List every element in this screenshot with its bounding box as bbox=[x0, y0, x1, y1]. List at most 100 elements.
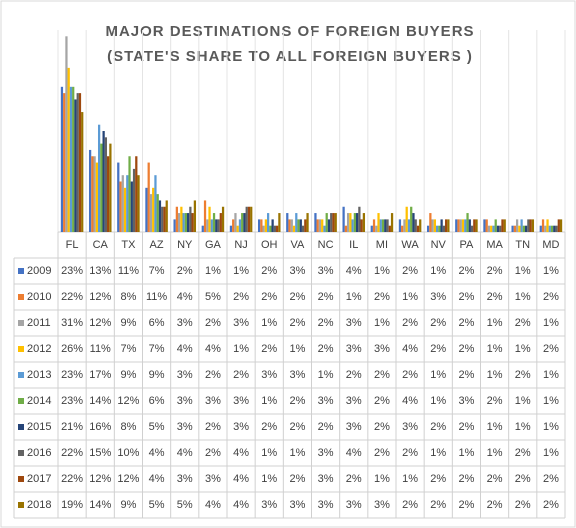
table-cell: 14% bbox=[89, 499, 111, 511]
table-cell: 22% bbox=[61, 473, 83, 485]
bar bbox=[390, 213, 394, 232]
bar bbox=[260, 219, 263, 232]
bar bbox=[182, 213, 185, 232]
bar bbox=[349, 213, 352, 232]
bar bbox=[232, 219, 235, 232]
bar bbox=[271, 219, 274, 232]
bar bbox=[177, 213, 181, 232]
table-cell: 3% bbox=[346, 499, 362, 511]
bar bbox=[327, 219, 331, 232]
table-cell: 23% bbox=[61, 369, 83, 381]
table-cell: 3% bbox=[289, 499, 305, 511]
bar bbox=[221, 206, 225, 232]
bar bbox=[152, 187, 155, 232]
bar bbox=[130, 181, 133, 232]
x-tick-label: VA bbox=[290, 239, 305, 251]
table-cell: 2% bbox=[487, 473, 503, 485]
legend-key bbox=[18, 502, 24, 508]
table-cell: 3% bbox=[318, 499, 334, 511]
legend-label: 2016 bbox=[27, 447, 51, 459]
table-cell: 22% bbox=[61, 447, 83, 459]
table-cell: 3% bbox=[205, 395, 221, 407]
bar bbox=[187, 213, 190, 232]
table-cell: 2% bbox=[374, 421, 390, 433]
bar bbox=[295, 213, 298, 232]
table-cell: 2% bbox=[177, 265, 193, 277]
table-cell: 2% bbox=[318, 343, 334, 355]
legend-label: 2013 bbox=[27, 369, 51, 381]
table-cell: 3% bbox=[346, 317, 362, 329]
bar bbox=[208, 206, 211, 232]
bar bbox=[525, 225, 528, 232]
bar bbox=[466, 213, 469, 232]
bar bbox=[107, 156, 110, 232]
bar bbox=[76, 93, 79, 232]
table-cell: 2% bbox=[430, 343, 446, 355]
table-cell: 6% bbox=[149, 395, 165, 407]
bar bbox=[455, 219, 458, 232]
bar bbox=[60, 86, 64, 232]
table-cell: 3% bbox=[374, 499, 390, 511]
table-cell: 12% bbox=[117, 473, 139, 485]
bar bbox=[241, 213, 244, 232]
table-cell: 3% bbox=[374, 343, 390, 355]
table-cell: 10% bbox=[117, 447, 139, 459]
table-cell: 2% bbox=[458, 499, 474, 511]
table-cell: 4% bbox=[233, 499, 249, 511]
table-cell: 2% bbox=[515, 317, 531, 329]
x-tick-label: IL bbox=[349, 239, 358, 251]
x-tick-label: CA bbox=[93, 239, 109, 251]
bar bbox=[180, 206, 183, 232]
table-cell: 2% bbox=[543, 473, 559, 485]
bar bbox=[175, 206, 178, 232]
bar bbox=[299, 219, 302, 232]
table-cell: 16% bbox=[89, 421, 111, 433]
table-cell: 1% bbox=[543, 447, 559, 459]
bar bbox=[278, 213, 281, 232]
bar bbox=[314, 213, 317, 232]
table-cell: 21% bbox=[61, 421, 83, 433]
bar bbox=[447, 219, 450, 232]
table-cell: 3% bbox=[177, 369, 193, 381]
table-cell: 2% bbox=[487, 265, 503, 277]
table-cell: 12% bbox=[89, 291, 111, 303]
bar bbox=[410, 206, 413, 232]
table-cell: 3% bbox=[177, 473, 193, 485]
table-cell: 1% bbox=[487, 343, 503, 355]
table-cell: 1% bbox=[233, 265, 249, 277]
bar bbox=[243, 213, 246, 232]
table-cell: 2% bbox=[205, 447, 221, 459]
bar bbox=[461, 219, 465, 232]
bar bbox=[529, 219, 532, 232]
bar bbox=[154, 175, 157, 232]
table-cell: 12% bbox=[117, 395, 139, 407]
bar bbox=[515, 219, 519, 232]
bar bbox=[344, 225, 347, 232]
bar bbox=[158, 200, 162, 232]
bar bbox=[149, 194, 153, 232]
table-cell: 1% bbox=[233, 343, 249, 355]
bar bbox=[388, 225, 391, 232]
bar bbox=[191, 213, 194, 232]
table-cell: 4% bbox=[149, 473, 165, 485]
table-cell: 4% bbox=[177, 447, 193, 459]
table-cell: 3% bbox=[402, 421, 418, 433]
bar bbox=[470, 225, 474, 232]
chart-title: MAJOR DESTINATIONS OF FOREIGN BUYERS bbox=[105, 23, 474, 40]
table-cell: 2% bbox=[430, 499, 446, 511]
bar bbox=[165, 200, 168, 232]
bar bbox=[414, 219, 417, 232]
bar bbox=[78, 93, 82, 232]
table-cell: 11% bbox=[90, 343, 111, 355]
bar bbox=[306, 213, 309, 232]
bar bbox=[353, 213, 357, 232]
table-cell: 2% bbox=[261, 421, 277, 433]
bar bbox=[104, 137, 108, 232]
chart-subtitle: (STATE'S SHARE TO ALL FOREIGN BUYERS ) bbox=[107, 48, 473, 65]
bar bbox=[429, 213, 432, 232]
table-cell: 7% bbox=[120, 343, 136, 355]
bar bbox=[550, 225, 554, 232]
bar bbox=[548, 225, 551, 232]
x-tick-label: PA bbox=[459, 239, 474, 251]
bar bbox=[276, 225, 279, 232]
